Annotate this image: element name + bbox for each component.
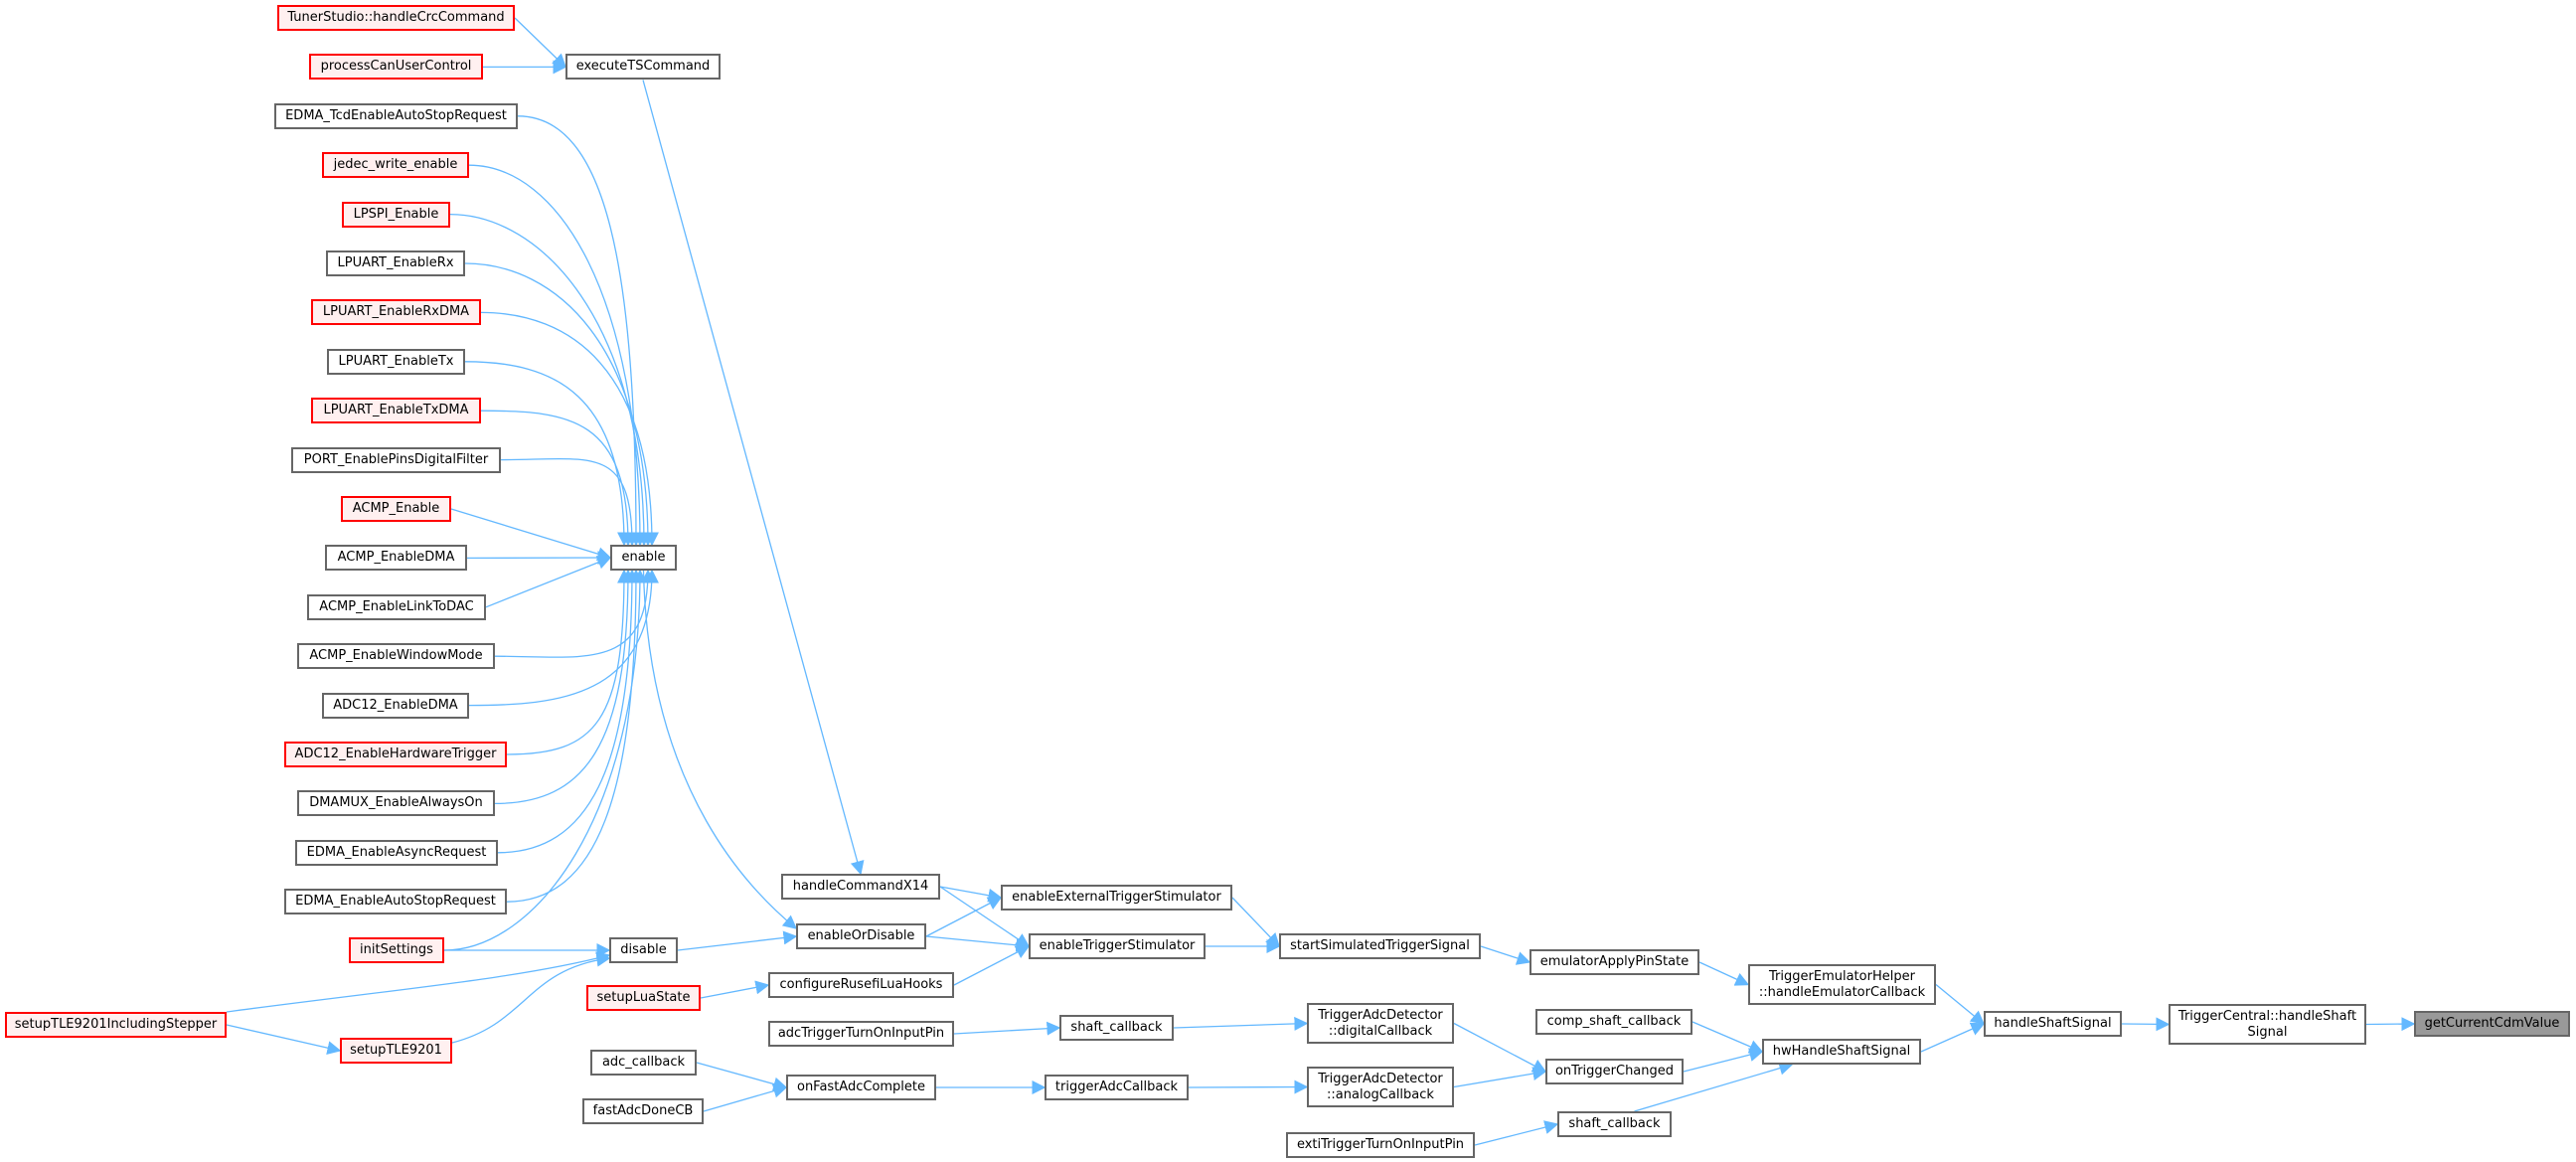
graph-node-cdm: getCurrentCdmValue xyxy=(2414,1011,2570,1037)
graph-node-on-trig[interactable]: onTriggerChanged xyxy=(1545,1059,1684,1084)
graph-node-lp-tx[interactable]: LPUART_EnableTx xyxy=(327,348,465,375)
edge-portFilt-to-enable xyxy=(500,457,639,547)
graph-node-shaft-cb2[interactable]: shaft_callback xyxy=(1557,1111,1672,1137)
graph-node-exec-t-s[interactable]: executeTSCommand xyxy=(565,54,721,81)
graph-node-dmamux[interactable]: DMAMUX_EnableAlwaysOn xyxy=(297,790,495,817)
edge-shaftCb2-to-hwShaft xyxy=(1634,1061,1794,1112)
edge-emuPin-to-emuHelper xyxy=(1698,961,1750,986)
edge-adcTrigPin-to-shaftCb1 xyxy=(953,1021,1061,1036)
edge-disable-to-enOrDis xyxy=(677,930,798,951)
edge-tunerCrc-to-execTS xyxy=(514,17,567,69)
graph-node-adc-trig-pin[interactable]: adcTriggerTurnOnInputPin xyxy=(768,1021,954,1047)
edge-execTS-to-cmdX14 xyxy=(642,80,865,876)
edge-handleShaft-to-tcShaft xyxy=(2121,1017,2171,1032)
edge-cmdX14-to-trigStim xyxy=(939,886,1031,947)
graph-node-ext-stim[interactable]: enableExternalTriggerStimulator xyxy=(1001,885,1232,911)
edge-lpspi-to-enable xyxy=(449,213,651,547)
edge-tle-to-disable xyxy=(451,952,611,1044)
graph-node-disable[interactable]: disable xyxy=(609,937,678,963)
edge-exti-to-shaftCb2 xyxy=(1474,1120,1559,1146)
edge-tcShaft-to-cdm xyxy=(2365,1017,2416,1032)
edge-adcHw-to-enable xyxy=(506,569,631,755)
graph-node-jedec[interactable]: jedec_write_enable xyxy=(322,152,469,179)
graph-node-on-fast-adc[interactable]: onFastAdcComplete xyxy=(786,1075,936,1100)
edge-anaCb-to-onTrig xyxy=(1453,1067,1547,1088)
edge-onTrig-to-hwShaft xyxy=(1683,1048,1764,1073)
graph-node-trig-stim[interactable]: enableTriggerStimulator xyxy=(1029,933,1206,959)
graph-node-enable[interactable]: enable xyxy=(610,545,677,571)
graph-node-acmp-win[interactable]: ACMP_EnableWindowMode xyxy=(297,643,495,670)
edge-fastAdc-to-onFastAdc xyxy=(703,1083,788,1112)
edge-acmpEn-to-enable xyxy=(450,508,612,562)
graph-node-adc-hw[interactable]: ADC12_EnableHardwareTrigger xyxy=(284,742,507,767)
graph-node-shaft-cb1[interactable]: shaft_callback xyxy=(1059,1015,1174,1041)
graph-node-en-or-dis[interactable]: enableOrDisable xyxy=(796,923,926,949)
edge-enOrDis-to-extStim xyxy=(925,897,1003,937)
edge-lpTx-to-enable xyxy=(464,361,631,547)
graph-node-init-set[interactable]: initSettings xyxy=(349,937,444,963)
edge-enOrDis-to-trigStim xyxy=(925,935,1031,952)
graph-node-acmp-en[interactable]: ACMP_Enable xyxy=(341,496,451,522)
edge-initSet-to-enable xyxy=(443,569,647,951)
edge-lpTxDma-to-enable xyxy=(480,410,635,547)
edge-tleStep-to-tle xyxy=(226,1024,342,1056)
edge-adcCb-to-onFastAdc xyxy=(696,1062,788,1091)
edge-extStim-to-startSim xyxy=(1231,897,1280,948)
edge-enable-to-enOrDis xyxy=(642,570,798,929)
graph-node-tle-step[interactable]: setupTLE9201IncludingStepper xyxy=(5,1012,227,1038)
graph-node-lua-hooks[interactable]: configureRusefiLuaHooks xyxy=(768,972,954,998)
edge-edmaAuto-to-enable xyxy=(506,569,643,903)
graph-node-handle-shaft[interactable]: handleShaftSignal xyxy=(1984,1011,2122,1037)
edge-edmaAsync-to-enable xyxy=(497,569,639,854)
edge-digCb-to-onTrig xyxy=(1453,1022,1547,1073)
graph-node-lua-state[interactable]: setupLuaState xyxy=(586,985,701,1011)
graph-node-dig-cb[interactable]: TriggerAdcDetector ::digitalCallback xyxy=(1307,1003,1454,1044)
graph-node-start-sim[interactable]: startSimulatedTriggerSignal xyxy=(1279,933,1481,959)
graph-node-trig-adc-cb[interactable]: triggerAdcCallback xyxy=(1045,1075,1189,1100)
edge-tleStep-to-disable xyxy=(226,951,611,1013)
graph-node-port-filt[interactable]: PORT_EnablePinsDigitalFilter xyxy=(291,446,501,473)
graph-node-cmd-x14[interactable]: handleCommandX14 xyxy=(781,874,940,900)
edge-lpRx-to-enable xyxy=(464,262,655,547)
graph-node-edma-tcd[interactable]: EDMA_TcdEnableAutoStopRequest xyxy=(274,102,518,129)
graph-node-adc-dma[interactable]: ADC12_EnableDMA xyxy=(322,692,469,719)
edge-cmdX14-to-extStim xyxy=(939,886,1003,903)
edge-emuHelper-to-handleShaft xyxy=(1935,983,1986,1025)
graph-node-acmp-dac[interactable]: ACMP_EnableLinkToDAC xyxy=(307,593,486,620)
graph-node-exti[interactable]: extiTriggerTurnOnInputPin xyxy=(1286,1132,1475,1158)
edge-dmamux-to-enable xyxy=(494,569,635,805)
graph-node-lpspi[interactable]: LPSPI_Enable xyxy=(342,201,450,228)
edge-startSim-to-emuPin xyxy=(1480,945,1531,965)
edge-luaHooks-to-trigStim xyxy=(953,945,1031,986)
graph-node-edma-async[interactable]: EDMA_EnableAsyncRequest xyxy=(295,839,498,866)
graph-node-tuner-crc[interactable]: TunerStudio::handleCrcCommand xyxy=(277,5,515,31)
graph-node-acmp-dma[interactable]: ACMP_EnableDMA xyxy=(325,545,467,572)
edge-jedec-to-enable xyxy=(468,164,647,547)
edge-trigAdcCb-to-anaCb xyxy=(1188,1079,1309,1094)
edge-adcDma-to-enable xyxy=(468,569,659,707)
graph-node-lp-rx[interactable]: LPUART_EnableRx xyxy=(326,250,465,276)
edge-luaState-to-luaHooks xyxy=(700,980,770,999)
graph-node-lp-tx-dma[interactable]: LPUART_EnableTxDMA xyxy=(311,398,481,424)
graph-node-fast-adc[interactable]: fastAdcDoneCB xyxy=(582,1098,704,1124)
edge-shaftCb1-to-digCb xyxy=(1173,1016,1309,1031)
graph-node-comp-shaft[interactable]: comp_shaft_callback xyxy=(1535,1009,1692,1035)
graph-node-tle[interactable]: setupTLE9201 xyxy=(340,1038,452,1064)
graph-node-edma-auto[interactable]: EDMA_EnableAutoStopRequest xyxy=(284,889,507,915)
graph-node-lp-rx-dma[interactable]: LPUART_EnableRxDMA xyxy=(311,299,481,326)
graph-node-emu-pin[interactable]: emulatorApplyPinState xyxy=(1530,949,1699,975)
graph-node-tc-shaft[interactable]: TriggerCentral::handleShaft Signal xyxy=(2169,1004,2366,1045)
edge-lpRxDma-to-enable xyxy=(480,311,659,547)
graph-node-proc-can[interactable]: processCanUserControl xyxy=(309,54,483,81)
edge-acmpDac-to-enable xyxy=(485,556,612,608)
graph-node-emu-helper[interactable]: TriggerEmulatorHelper ::handleEmulatorCa… xyxy=(1748,964,1936,1005)
graph-node-ana-cb[interactable]: TriggerAdcDetector ::analogCallback xyxy=(1307,1067,1454,1107)
edge-hwShaft-to-handleShaft xyxy=(1920,1022,1986,1053)
graph-node-adc-cb[interactable]: adc_callback xyxy=(590,1050,697,1076)
graph-node-hw-shaft[interactable]: hwHandleShaftSignal xyxy=(1762,1039,1921,1065)
edge-compShaft-to-hwShaft xyxy=(1691,1021,1764,1054)
